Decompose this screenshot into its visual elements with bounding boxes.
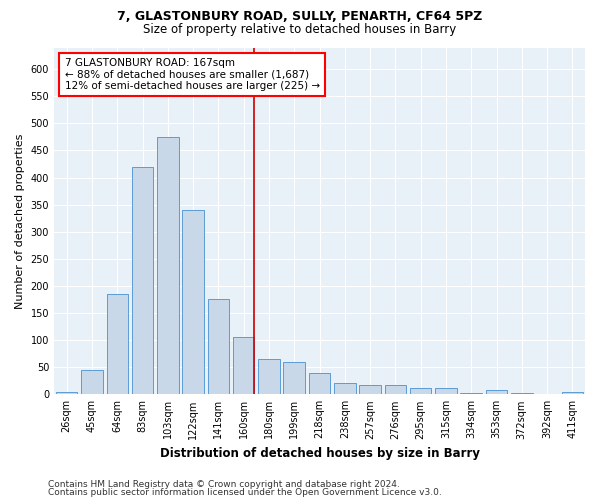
Bar — [132, 166, 153, 394]
Text: Size of property relative to detached houses in Barry: Size of property relative to detached ho… — [143, 22, 457, 36]
Bar — [486, 390, 507, 394]
Text: Contains HM Land Registry data © Crown copyright and database right 2024.: Contains HM Land Registry data © Crown c… — [48, 480, 400, 489]
Text: Contains public sector information licensed under the Open Government Licence v3: Contains public sector information licen… — [48, 488, 442, 497]
Text: 7 GLASTONBURY ROAD: 167sqm
← 88% of detached houses are smaller (1,687)
12% of s: 7 GLASTONBURY ROAD: 167sqm ← 88% of deta… — [65, 58, 320, 91]
Bar — [81, 370, 103, 394]
Bar — [562, 392, 583, 394]
Bar — [283, 362, 305, 394]
Bar — [410, 388, 431, 394]
Bar — [157, 137, 179, 394]
Bar — [511, 392, 533, 394]
Bar — [309, 372, 330, 394]
Bar — [460, 392, 482, 394]
Bar — [208, 300, 229, 394]
Bar — [385, 384, 406, 394]
Bar — [182, 210, 204, 394]
Text: 7, GLASTONBURY ROAD, SULLY, PENARTH, CF64 5PZ: 7, GLASTONBURY ROAD, SULLY, PENARTH, CF6… — [118, 10, 482, 23]
Bar — [258, 359, 280, 394]
Bar — [56, 392, 77, 394]
Y-axis label: Number of detached properties: Number of detached properties — [15, 133, 25, 308]
Bar — [359, 384, 381, 394]
Bar — [334, 384, 356, 394]
Bar — [107, 294, 128, 394]
Bar — [233, 338, 254, 394]
Bar — [435, 388, 457, 394]
X-axis label: Distribution of detached houses by size in Barry: Distribution of detached houses by size … — [160, 447, 479, 460]
